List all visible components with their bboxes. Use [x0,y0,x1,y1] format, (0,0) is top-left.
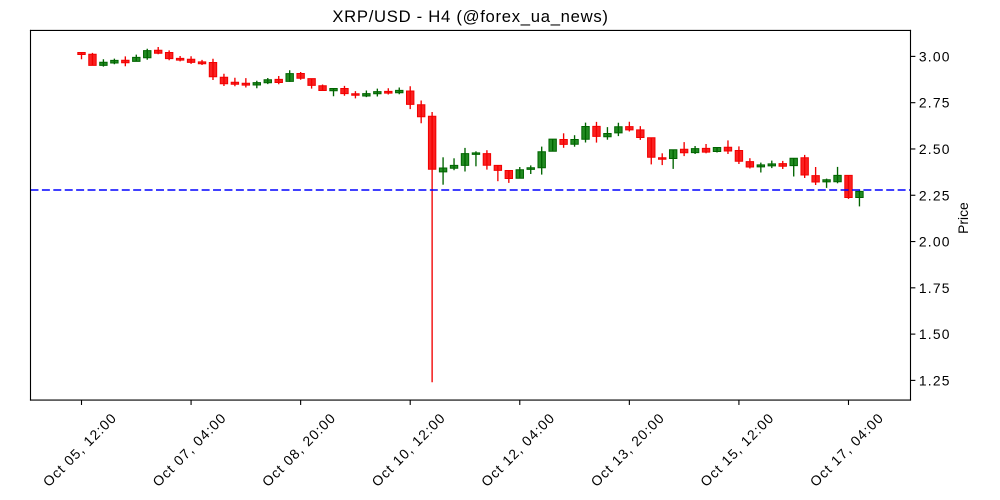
svg-text:2.75: 2.75 [919,95,951,111]
svg-text:1.50: 1.50 [919,326,951,342]
svg-text:2.00: 2.00 [919,234,951,250]
svg-text:3.00: 3.00 [919,48,951,64]
svg-text:Price: Price [955,202,971,234]
svg-text:1.75: 1.75 [919,280,951,296]
svg-text:XRP/USD - H4 (@forex_ua_news): XRP/USD - H4 (@forex_ua_news) [332,7,608,26]
svg-text:1.25: 1.25 [919,372,951,388]
svg-text:2.50: 2.50 [919,141,951,157]
svg-text:2.25: 2.25 [919,187,951,203]
